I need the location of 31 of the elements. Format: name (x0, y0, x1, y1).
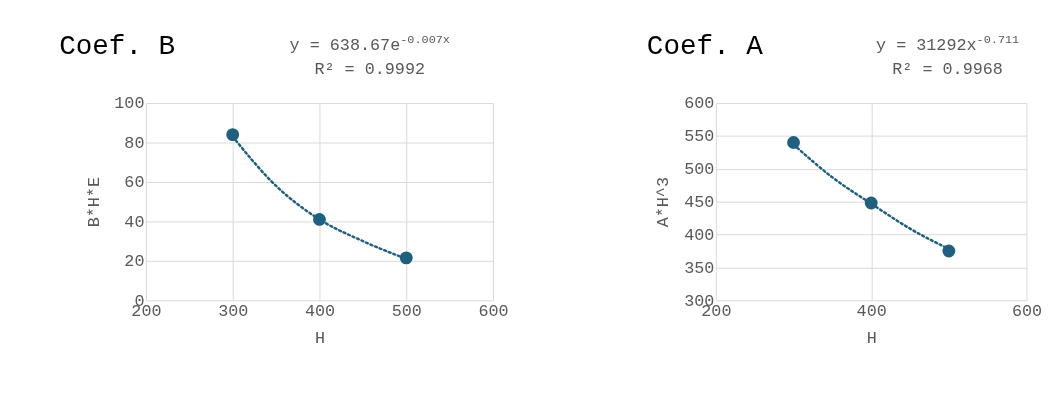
y-tick-label: 20 (124, 252, 145, 272)
y-tick-label: 60 (124, 173, 145, 193)
y-tick-label: 500 (684, 160, 715, 180)
y-axis-title: B*H*E (84, 177, 104, 228)
x-tick-label: 500 (391, 301, 422, 321)
point (226, 128, 240, 142)
text: R² = 0.9968 (892, 60, 1003, 80)
point (942, 244, 956, 258)
point (787, 136, 800, 149)
y-tick-label: 350 (684, 258, 715, 278)
y-tick-label: 80 (124, 133, 145, 153)
text: R² = 0.9992 (314, 60, 426, 80)
y-tick-label: 400 (684, 225, 715, 245)
point (864, 196, 878, 210)
x-tick-label: 400 (304, 301, 336, 321)
x-tick-label: 600 (1011, 301, 1043, 321)
y-axis-title: A*H^3 (654, 177, 674, 228)
y-tick-label: 550 (684, 127, 715, 147)
x-axis-title: H (866, 329, 877, 349)
chart-title: Coef. B (59, 30, 176, 62)
chart-title: Coef. A (646, 30, 764, 62)
y-tick-label: 40 (124, 212, 145, 232)
x-tick-label: 600 (478, 301, 509, 321)
x-axis-title: H (314, 329, 326, 349)
y-tick-label: 600 (684, 94, 715, 114)
x-tick-label: 400 (856, 301, 887, 321)
y-tick-label: 450 (684, 193, 715, 213)
y-tick-label: 100 (114, 94, 145, 114)
point (313, 213, 326, 226)
point (399, 251, 413, 265)
x-tick-label: 300 (218, 301, 249, 321)
